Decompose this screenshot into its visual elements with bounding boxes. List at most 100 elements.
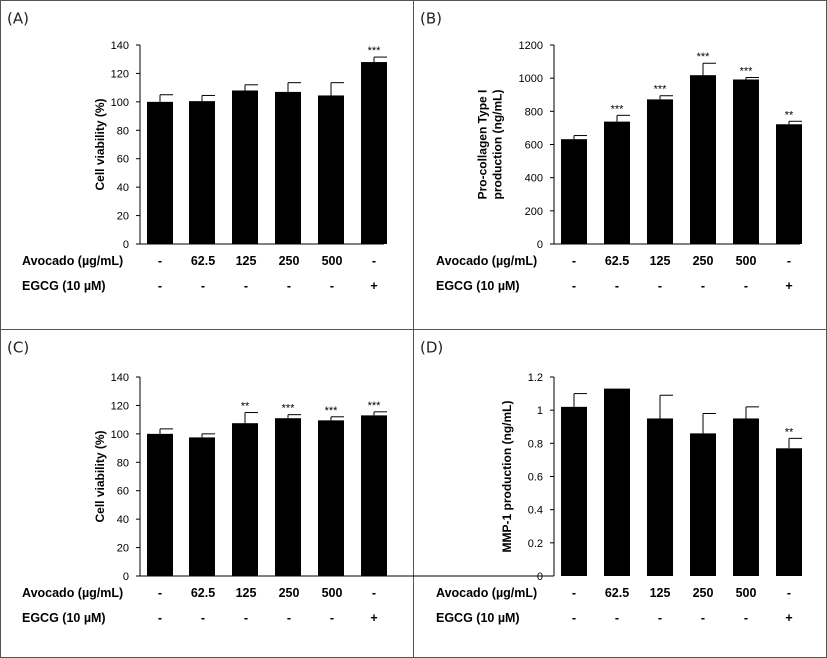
y-tick-label: 1 [537,405,543,417]
y-tick-label: 120 [111,400,129,412]
y-axis-label-text: Cell viability (%) [93,430,107,522]
panel-d: (D) 0 0.2 0.4 0.6 0.8 1 1.2 MMP-1 production (ng… [384,329,827,658]
treatment-value: - [287,611,291,625]
y-tick-label: 200 [525,206,543,218]
treatment-value: - [658,279,662,293]
treatment-value: + [370,611,377,625]
panel-label: (A) [7,10,29,28]
bar [147,433,173,576]
y-tick-label: 0.6 [528,472,543,484]
bar [604,121,630,244]
y-tick-label: 0.2 [528,538,543,550]
treatment-value: - [372,254,376,268]
treatment-value: 250 [693,586,714,600]
y-axis-label-line: production (ng/mL) [491,90,505,200]
treatment-value: - [201,611,205,625]
y-axis-label: MMP-1 production (ng/mL) [500,401,514,553]
panel-c: (C) 0 20 40 60 80 100 120 140 Cell viability (%) *… [0,329,414,658]
y-tick-label: 140 [111,40,129,52]
y-tick-label: 400 [525,173,543,185]
treatment-value: + [785,611,792,625]
y-tick-label: 0 [537,571,543,583]
significance-marker: *** [740,66,754,78]
treatment-value: - [572,611,576,625]
treatment-value: - [572,254,576,268]
y-tick-label: 0 [123,571,129,583]
treatment-value: - [158,254,162,268]
treatment-value: - [244,279,248,293]
panel-b: (B) 0 200 400 600 800 1000 1200 Pro-collagen Typ… [413,0,827,330]
treatment-value: 500 [736,586,757,600]
treatment-value: 125 [236,586,257,600]
treatment-value: - [244,611,248,625]
treatment-value: - [615,279,619,293]
treatment-value: 250 [279,586,300,600]
treatment-value: 125 [236,254,257,268]
panel-label: (C) [7,339,29,357]
bar [318,420,344,576]
treatment-value: - [572,279,576,293]
bar [361,62,387,244]
bar [733,79,759,244]
significance-marker: ** [241,401,250,413]
bar [604,388,630,576]
treatment-value: - [701,611,705,625]
y-tick-label: 100 [111,429,129,441]
panel-label: (B) [420,10,442,28]
bar [647,99,673,244]
bar [647,418,673,576]
y-tick-label: 800 [525,106,543,118]
y-tick-label: 100 [111,97,129,109]
bar [189,437,215,576]
treatment-value: - [787,254,791,268]
treatment-value: - [287,279,291,293]
treatment-value: - [787,586,791,600]
y-tick-label: 0 [537,239,543,251]
bar [232,423,258,576]
treatment-row-label: Avocado (µg/mL) [436,254,537,268]
y-tick-label: 1200 [519,40,543,52]
significance-marker: *** [368,45,382,57]
bar [361,415,387,576]
y-tick-label: 20 [117,211,129,223]
significance-marker: *** [611,103,625,115]
treatment-row-label: EGCG (10 µM) [436,279,520,293]
y-tick-label: 120 [111,68,129,80]
treatment-value: - [615,611,619,625]
y-tick-label: 60 [117,154,129,166]
bar [561,406,587,576]
treatment-value: 500 [322,254,343,268]
significance-marker: *** [282,403,296,415]
y-tick-label: 0.8 [528,438,543,450]
treatment-row-label: Avocado (µg/mL) [22,254,123,268]
treatment-value: 250 [693,254,714,268]
significance-marker: ** [785,109,794,121]
y-tick-label: 0.4 [528,505,543,517]
treatment-row-label: EGCG (10 µM) [22,279,106,293]
panel-label: (D) [420,339,443,357]
treatment-value: + [370,279,377,293]
bar [318,95,344,244]
significance-marker: *** [654,84,668,96]
treatment-value: - [158,279,162,293]
treatment-value: - [330,611,334,625]
bar [776,124,802,244]
treatment-value: - [701,279,705,293]
treatment-value: - [330,279,334,293]
y-axis-label-line: Pro-collagen Type I [476,90,490,200]
y-tick-label: 1.2 [528,372,543,384]
bar [561,139,587,244]
y-axis-label: Cell viability (%) [93,430,107,522]
y-axis-label: Cell viability (%) [93,98,107,190]
treatment-row-label: Avocado (µg/mL) [436,586,537,600]
y-tick-label: 1000 [519,73,543,85]
bar [733,418,759,576]
bar [690,433,716,576]
treatment-value: 62.5 [191,254,215,268]
treatment-value: - [158,586,162,600]
y-tick-label: 80 [117,457,129,469]
y-tick-label: 80 [117,125,129,137]
bar [147,101,173,244]
